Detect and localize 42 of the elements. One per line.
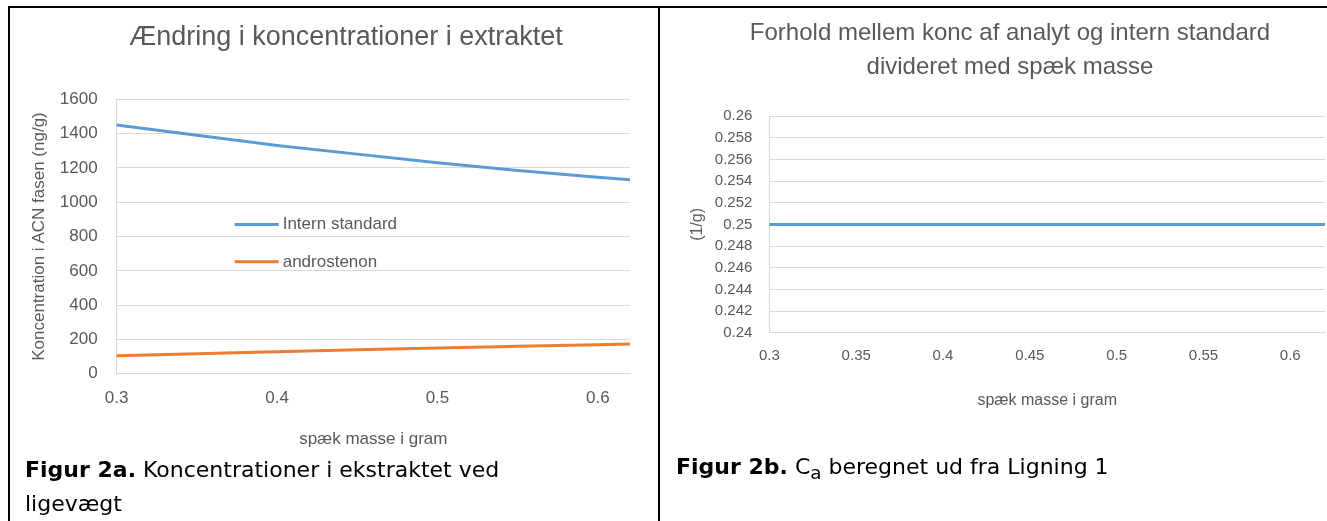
x-tick-label: 0.4 xyxy=(932,345,954,363)
y-tick-label: 0.26 xyxy=(723,106,753,124)
text: Figur 2b. xyxy=(676,454,788,479)
y-tick-label: 1000 xyxy=(59,191,98,211)
x-tick-label: 0.55 xyxy=(1188,345,1219,363)
x-tick-label: 0.4 xyxy=(265,387,289,407)
x-tick-label: 0.3 xyxy=(104,387,129,407)
y-axis-title: (1/g) xyxy=(687,207,705,241)
y-tick-label: 400 xyxy=(69,294,98,314)
legend-label: Intern standard xyxy=(282,214,398,234)
text: C$_{a}$ beregnet ud fra Ligning 1 xyxy=(794,454,1109,484)
y-tick-label: 0.252 xyxy=(714,192,753,210)
y-tick-label: 0.242 xyxy=(714,301,753,319)
text: Figur 2a. xyxy=(25,457,136,482)
y-tick-label: 1200 xyxy=(59,157,98,177)
y-axis-title: Koncentration i ACN fasen (ng/g) xyxy=(29,112,49,361)
y-tick-label: 0 xyxy=(88,363,98,383)
y-tick-label: 0.248 xyxy=(714,236,753,254)
chart-title: Forhold mellem konc af analyt og intern standard divideret med spæk masse xyxy=(748,17,1272,81)
y-tick-label: 0.246 xyxy=(714,257,753,275)
y-tick-label: 0.24 xyxy=(723,322,753,340)
x-axis-title: spæk masse i gram xyxy=(977,390,1117,408)
y-tick-label: 200 xyxy=(69,329,98,349)
x-tick-label: 0.45 xyxy=(1015,345,1045,363)
y-tick-label: 0.254 xyxy=(714,171,753,189)
y-tick-label: 600 xyxy=(69,260,98,280)
x-tick-label: 0.35 xyxy=(841,345,871,363)
y-tick-label: 0.244 xyxy=(714,279,753,297)
y-tick-label: 1600 xyxy=(59,88,98,108)
x-tick-label: 0.5 xyxy=(1106,345,1128,363)
y-tick-label: 0.25 xyxy=(723,214,753,232)
x-tick-label: 0.5 xyxy=(425,387,450,407)
x-tick-label: 0.6 xyxy=(1279,345,1301,363)
x-axis-title: spæk masse i gram xyxy=(299,429,448,449)
y-tick-label: 1400 xyxy=(59,123,98,143)
y-tick-label: 800 xyxy=(69,226,98,246)
y-tick-label: 0.256 xyxy=(714,149,753,167)
x-tick-label: 0.6 xyxy=(586,387,610,407)
legend-label: androstenon xyxy=(282,251,378,271)
x-tick-label: 0.3 xyxy=(758,345,780,363)
chart-title: Ændring i koncentrationer i extraktet xyxy=(128,21,564,52)
y-tick-label: 0.258 xyxy=(714,127,753,145)
